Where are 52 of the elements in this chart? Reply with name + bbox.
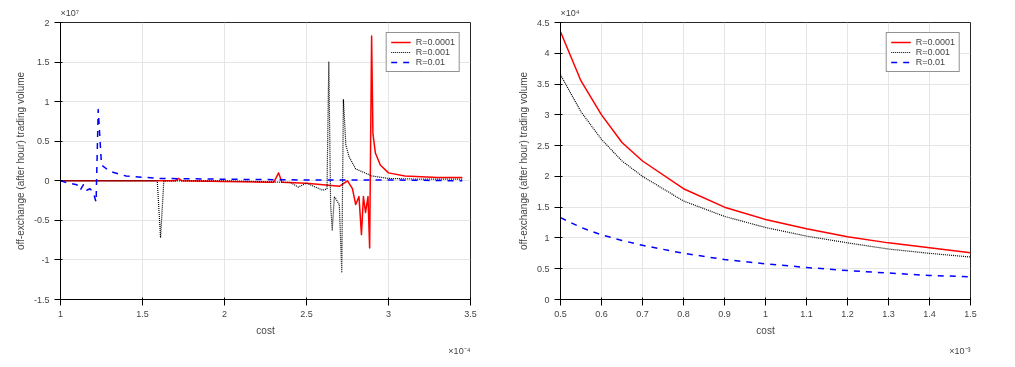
y-tick-label: 0.5 xyxy=(536,263,550,274)
y-tick-label: 0.5 xyxy=(36,136,50,147)
legend-label: R=0.001 xyxy=(915,47,950,57)
y-tick-label: -1 xyxy=(41,254,50,265)
y-tick-label: 3.5 xyxy=(536,79,550,90)
y-tick-label: -0.5 xyxy=(33,215,50,226)
y-tick-label: 2 xyxy=(544,171,550,182)
line-series xyxy=(560,30,971,254)
legend-label: R=0.0001 xyxy=(915,37,955,47)
x-tick-label: 1.2 xyxy=(841,308,854,319)
text: ×10⁷ xyxy=(60,7,80,18)
x-tick-label: 1.1 xyxy=(800,308,813,319)
y-tick-label: 1.5 xyxy=(36,57,50,68)
y-tick-label: 3 xyxy=(544,109,550,120)
text: ×10⁻⁴ xyxy=(448,345,471,356)
x-tick-label: 0.7 xyxy=(636,308,649,319)
y-tick-label: 1 xyxy=(544,232,550,243)
x-tick-label: 1 xyxy=(58,308,64,319)
y-tick-label: 1 xyxy=(44,96,50,107)
y-tick-label: 4 xyxy=(544,48,550,59)
legend-label: R=0.001 xyxy=(415,47,450,57)
y-tick-label: -1.5 xyxy=(33,294,50,305)
y-tick-label: 0 xyxy=(44,175,50,186)
y-tick-label: 0 xyxy=(544,294,550,305)
y-axis-title: off-exchange (after hour) trading volume xyxy=(517,71,529,251)
x-tick-label: 0.5 xyxy=(554,308,567,319)
x-tick-label: 1.5 xyxy=(964,308,977,319)
text: ×10⁴ xyxy=(560,7,580,18)
y-tick-label: 2 xyxy=(44,17,50,28)
x-tick-label: 3.5 xyxy=(464,308,477,319)
x-tick-label: 0.9 xyxy=(718,308,731,319)
text: ×10⁻³ xyxy=(949,345,971,356)
x-tick-label: 2 xyxy=(222,308,228,319)
x-tick-label: 1.3 xyxy=(882,308,895,319)
x-axis-title: cost xyxy=(756,324,775,336)
y-tick-label: 4.5 xyxy=(536,17,550,28)
x-tick-label: 3 xyxy=(386,308,392,319)
x-tick-label: 2.5 xyxy=(300,308,313,319)
x-axis-title: cost xyxy=(256,324,275,336)
x-tick-label: 1.5 xyxy=(136,308,149,319)
x-tick-label: 1.4 xyxy=(923,308,936,319)
y-tick-label: 2.5 xyxy=(536,140,550,151)
line-series xyxy=(560,216,971,278)
x-tick-label: 0.8 xyxy=(677,308,690,319)
legend-label: R=0.0001 xyxy=(415,37,455,47)
x-tick-label: 0.6 xyxy=(595,308,608,319)
x-tick-label: 1 xyxy=(763,308,769,319)
line-series xyxy=(60,108,464,203)
y-tick-label: 1.5 xyxy=(536,202,550,213)
legend-label: R=0.01 xyxy=(915,57,945,67)
y-axis-title: off-exchange (after hour) trading volume xyxy=(14,71,26,251)
legend-label: R=0.01 xyxy=(415,57,445,67)
